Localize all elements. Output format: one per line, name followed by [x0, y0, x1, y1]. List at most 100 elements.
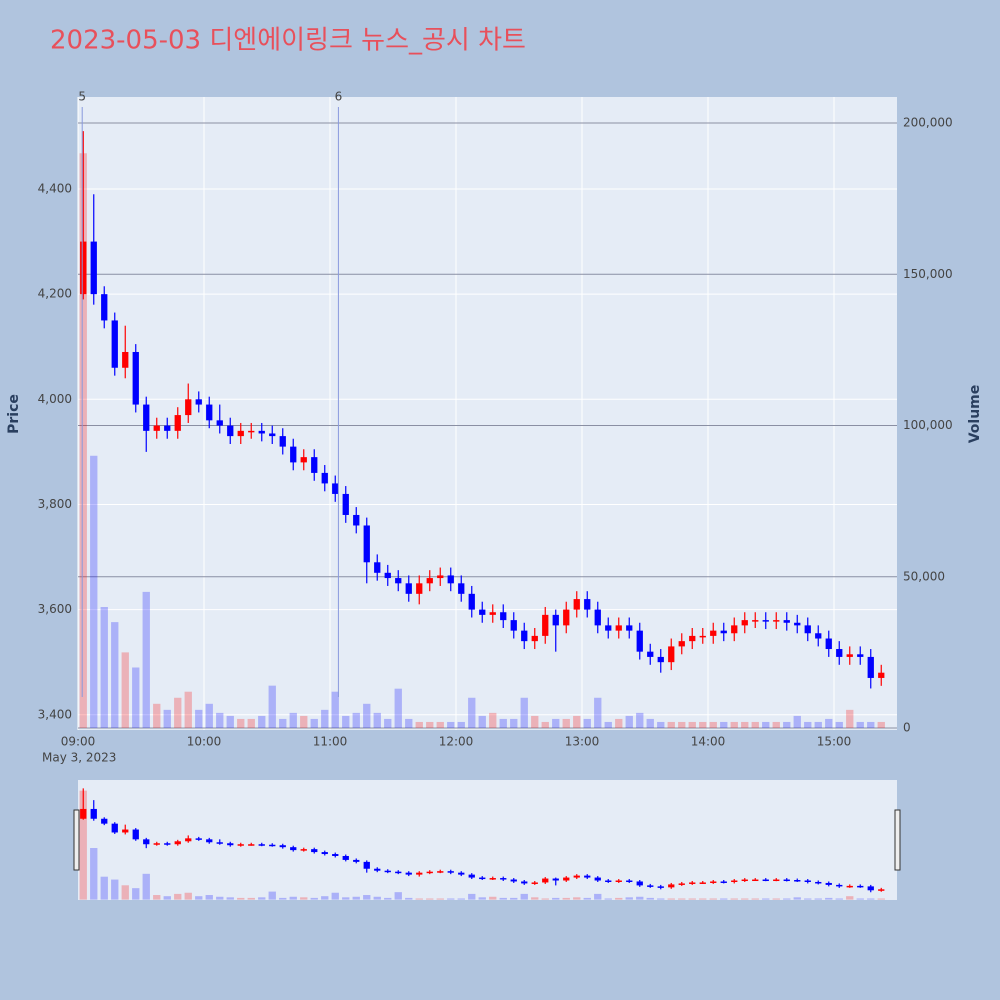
- slider-candle-body: [531, 882, 538, 884]
- plot-area: [78, 97, 897, 730]
- slider-candle-body: [227, 843, 234, 846]
- annotation-label: 5: [78, 90, 86, 104]
- volume-bar: [394, 688, 402, 729]
- candle-body: [90, 241, 97, 295]
- y2-tick-label: 0: [903, 721, 911, 735]
- candle-body: [300, 457, 307, 463]
- slider-volume-bar: [730, 898, 738, 900]
- candle-body: [678, 641, 685, 647]
- candle-body: [195, 399, 202, 405]
- slider-candle-body: [143, 839, 150, 845]
- volume-bar: [709, 721, 717, 729]
- slider-volume-bar: [468, 893, 476, 900]
- slider-volume-bar: [258, 897, 266, 900]
- volume-bar: [79, 153, 87, 729]
- volume-bar: [247, 718, 255, 729]
- slider-candle-body: [878, 889, 885, 891]
- candle-body: [857, 654, 864, 657]
- candle-body: [237, 430, 244, 437]
- candle-body: [174, 415, 181, 431]
- slider-handle-left[interactable]: [73, 809, 80, 871]
- slider-volume-bar: [363, 895, 371, 900]
- volume-bar: [436, 721, 444, 729]
- volume-bar: [142, 591, 150, 729]
- slider-volume-bar: [625, 897, 633, 900]
- x-tick-label: 09:00: [61, 735, 96, 749]
- candle-body: [416, 583, 423, 594]
- slider-volume-bar: [90, 848, 98, 900]
- candle-body: [500, 612, 507, 621]
- slider-volume-bar: [856, 898, 864, 900]
- y-axis-title: Price: [6, 394, 22, 434]
- slider-candle-body: [689, 882, 696, 884]
- slider-candle-body: [269, 844, 276, 847]
- candle-body: [668, 646, 675, 663]
- slider-volume-bar: [772, 898, 780, 900]
- volume-bar: [205, 703, 213, 729]
- volume-bar: [772, 721, 780, 729]
- volume-bar: [741, 721, 749, 729]
- candle-body: [311, 457, 318, 473]
- x-tick-label: 14:00: [691, 735, 726, 749]
- slider-volume-bar: [174, 893, 182, 900]
- slider-candle-body: [720, 881, 727, 883]
- slider-candle-body: [500, 878, 507, 880]
- slider-candle-body: [384, 870, 391, 873]
- volume-bar: [132, 667, 140, 729]
- candle-body: [363, 525, 370, 563]
- slider-candle-body: [741, 879, 748, 882]
- slider-volume-bar: [646, 897, 654, 900]
- candle-body: [258, 430, 265, 434]
- candle-body: [122, 351, 129, 368]
- slider-candle-body: [605, 880, 612, 882]
- slider-volume-bar: [657, 898, 665, 900]
- slider-volume-bar: [310, 897, 318, 900]
- slider-handle-right[interactable]: [894, 809, 901, 871]
- slider-volume-bar: [300, 897, 308, 900]
- slider-volume-bar: [489, 896, 497, 900]
- slider-candle-body: [584, 875, 591, 878]
- slider-candle-body: [216, 842, 223, 844]
- slider-candle-body: [668, 884, 675, 888]
- slider-volume-bar: [877, 898, 885, 900]
- slider-volume-bar: [247, 897, 255, 900]
- candle-body: [269, 433, 276, 437]
- slider-volume-bar: [100, 876, 108, 900]
- slider-candle-body: [290, 847, 297, 851]
- candle-body: [878, 672, 885, 678]
- volume-bar: [552, 718, 560, 729]
- slider-volume-bar: [751, 898, 759, 900]
- volume-bar: [867, 721, 875, 729]
- volume-bar: [163, 709, 171, 729]
- candle-body: [867, 656, 874, 678]
- candle-body: [227, 425, 234, 437]
- slider-volume-bar: [79, 790, 87, 900]
- y2-tick-label: 200,000: [903, 116, 953, 130]
- slider-volume-bar: [562, 897, 570, 900]
- slider-volume-bar: [520, 893, 528, 900]
- slider-volume-bar: [415, 898, 423, 900]
- slider-volume-bar: [268, 891, 276, 900]
- volume-bar: [510, 718, 518, 729]
- slider-candle-body: [426, 871, 433, 874]
- volume-bar: [384, 718, 392, 729]
- y-tick-label: 4,400: [38, 182, 72, 196]
- candle-body: [626, 625, 633, 631]
- volume-bar: [258, 715, 266, 729]
- range-slider[interactable]: [78, 780, 897, 900]
- slider-candle-body: [521, 881, 528, 884]
- slider-volume-bar: [583, 897, 591, 900]
- y2-axis-title: Volume: [967, 385, 983, 444]
- candle-body: [101, 294, 108, 321]
- candle-body: [783, 620, 790, 623]
- volume-bar: [699, 721, 707, 729]
- candle-body: [332, 483, 339, 494]
- slider-candle-body: [710, 881, 717, 883]
- slider-volume-bar: [667, 898, 675, 900]
- candle-body: [615, 625, 622, 631]
- y-tick-label: 3,400: [38, 707, 72, 721]
- slider-volume-bar: [457, 898, 465, 900]
- slider-volume-bar: [426, 898, 434, 900]
- candle-body: [552, 614, 559, 626]
- volume-bar: [489, 712, 497, 729]
